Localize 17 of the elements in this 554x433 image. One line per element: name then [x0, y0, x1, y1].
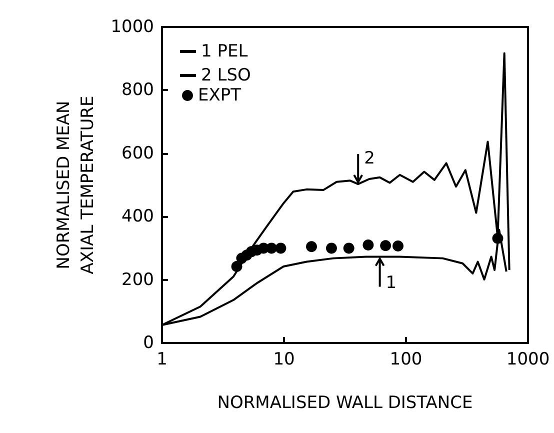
annotation: 2 — [364, 148, 375, 169]
legend-label: 1 PEL — [201, 42, 248, 62]
y-tick-label: 0 — [143, 333, 154, 353]
annotation: 1 — [386, 273, 397, 294]
y-tick-label: 1000 — [110, 17, 154, 37]
y-tick-label: 400 — [122, 206, 154, 227]
legend-label: 2 LSO — [201, 66, 251, 86]
x-tick-label: 100 — [390, 350, 422, 370]
x-tick-label: 1000 — [506, 350, 550, 370]
x-axis-title: NORMALISED WALL DISTANCE — [217, 393, 473, 413]
x-tick-label: 1 — [156, 350, 168, 370]
y-tick-label: 200 — [122, 270, 154, 290]
x-tick-label: 10 — [273, 350, 295, 370]
y-tick-label: 800 — [122, 80, 154, 100]
legend-label: EXPT — [198, 86, 242, 106]
y-tick-label: 600 — [122, 143, 154, 164]
y-axis-title: NORMALISED MEAN AXIAL TEMPERATURE — [54, 96, 98, 274]
